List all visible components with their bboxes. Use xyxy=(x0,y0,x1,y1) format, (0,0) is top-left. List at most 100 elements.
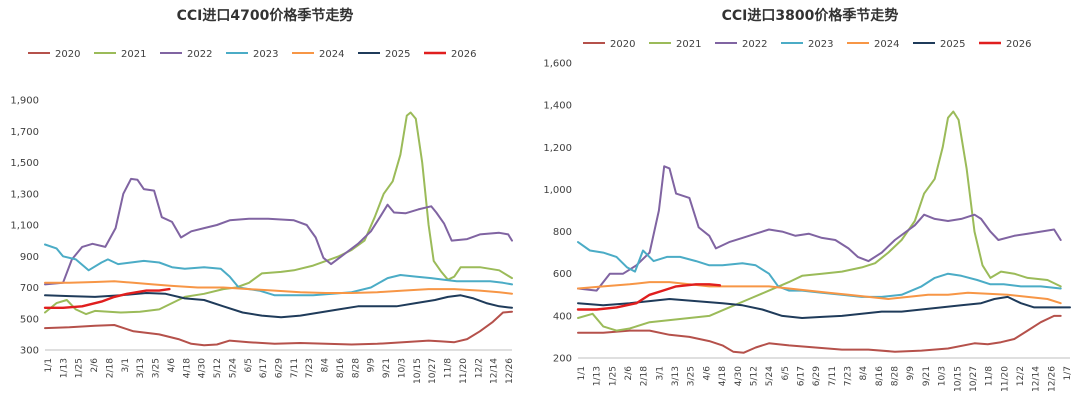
x-tick-label: 5/24 xyxy=(765,366,775,386)
x-tick-label: 6/17 xyxy=(796,366,806,386)
x-tick-label: 8/4 xyxy=(859,366,869,381)
x-tick-label: 12/26 xyxy=(1047,366,1057,392)
x-tick-label: 11/20 xyxy=(1000,366,1010,392)
x-tick-label: 3/1 xyxy=(121,358,131,372)
x-tick-label: 11/8 xyxy=(985,366,995,386)
legend-label-2020: 2020 xyxy=(55,49,80,60)
x-tick-label: 1/25 xyxy=(608,366,618,386)
x-tick-label: 8/4 xyxy=(321,358,331,373)
series-line-2026 xyxy=(43,287,171,309)
x-tick-label: 1/7 xyxy=(1063,366,1073,380)
x-tick-label: 1/13 xyxy=(59,358,69,378)
x-tick-label: 2/18 xyxy=(105,358,115,378)
x-tick-label: 1/13 xyxy=(593,366,603,386)
y-tick-label: 400 xyxy=(553,311,572,322)
x-tick-label: 2/6 xyxy=(90,358,100,373)
chart-left-title: CCI进口4700价格季节走势 xyxy=(177,7,354,24)
x-tick-label: 8/16 xyxy=(875,366,885,386)
series-line-2024 xyxy=(44,280,513,295)
y-tick-label: 800 xyxy=(553,227,572,238)
y-tick-label: 1,900 xyxy=(10,96,39,107)
x-tick-label: 12/26 xyxy=(505,358,515,384)
x-tick-label: 4/18 xyxy=(182,358,192,378)
x-tick-label: 4/30 xyxy=(198,358,208,378)
legend-label-2021: 2021 xyxy=(121,49,146,60)
x-tick-label: 10/27 xyxy=(969,366,979,392)
x-tick-label: 8/28 xyxy=(351,358,361,378)
chart-right-panel: CCI进口3800价格季节走势 2020 2021 2022 2023 2024 2025… xyxy=(540,0,1080,401)
legend-label-2025: 2025 xyxy=(385,49,410,60)
x-tick-label: 7/11 xyxy=(290,358,300,378)
x-tick-label: 4/6 xyxy=(702,366,712,381)
x-tick-label: 1/1 xyxy=(44,358,54,372)
y-tick-label: 1,100 xyxy=(10,221,39,232)
series-line-2026 xyxy=(576,283,722,311)
x-tick-label: 6/29 xyxy=(275,358,285,378)
x-tick-label: 10/3 xyxy=(938,366,948,386)
x-tick-label: 2/6 xyxy=(624,366,634,381)
x-tick-label: 11/8 xyxy=(444,358,454,378)
x-tick-label: 8/28 xyxy=(891,366,901,386)
legend-label-2026: 2026 xyxy=(1006,39,1031,50)
legend-label-2023: 2023 xyxy=(808,39,833,50)
x-tick-label: 10/27 xyxy=(428,358,438,384)
legend-label-2026: 2026 xyxy=(451,49,476,60)
legend-label-2024: 2024 xyxy=(319,49,344,60)
chart-right-title: CCI进口3800价格季节走势 xyxy=(722,7,899,24)
series-line-2024 xyxy=(577,281,1062,305)
legend-label-2023: 2023 xyxy=(253,49,278,60)
x-tick-label: 4/6 xyxy=(167,358,177,373)
x-tick-label: 6/5 xyxy=(244,358,254,372)
x-tick-label: 1/1 xyxy=(577,366,587,380)
x-tick-label: 12/14 xyxy=(1032,366,1042,392)
x-tick-label: 7/23 xyxy=(305,358,315,378)
y-tick-label: 1,400 xyxy=(543,101,572,112)
x-tick-label: 12/2 xyxy=(1016,366,1026,386)
x-tick-label: 7/23 xyxy=(844,366,854,386)
x-tick-label: 6/29 xyxy=(812,366,822,386)
x-tick-label: 6/5 xyxy=(781,366,791,380)
x-tick-label: 3/13 xyxy=(671,366,681,386)
x-tick-label: 10/15 xyxy=(413,358,423,384)
series-line-2021 xyxy=(577,110,1062,332)
x-tick-label: 9/21 xyxy=(922,366,932,386)
y-tick-label: 1,700 xyxy=(10,127,39,138)
x-tick-label: 3/25 xyxy=(687,366,697,386)
y-tick-label: 300 xyxy=(20,346,39,357)
x-tick-label: 10/15 xyxy=(953,366,963,392)
y-tick-label: 200 xyxy=(553,354,572,365)
legend-label-2020: 2020 xyxy=(610,39,635,50)
y-tick-label: 1,600 xyxy=(543,59,572,70)
x-tick-label: 10/3 xyxy=(397,358,407,378)
x-tick-label: 12/2 xyxy=(474,358,484,378)
legend-label-2022: 2022 xyxy=(742,39,767,50)
series-line-2022 xyxy=(577,165,1062,292)
series-line-2021 xyxy=(44,111,513,316)
x-tick-label: 7/11 xyxy=(828,366,838,386)
series-line-2022 xyxy=(44,177,513,286)
x-tick-label: 6/17 xyxy=(259,358,269,378)
series-line-2025 xyxy=(577,295,1071,319)
x-tick-label: 3/13 xyxy=(136,358,146,378)
x-tick-label: 9/9 xyxy=(906,366,916,381)
y-tick-label: 1,300 xyxy=(10,189,39,200)
legend-label-2022: 2022 xyxy=(187,49,212,60)
x-tick-label: 5/12 xyxy=(749,366,759,386)
legend-label-2021: 2021 xyxy=(676,39,701,50)
y-tick-label: 1,000 xyxy=(543,185,572,196)
x-tick-label: 12/14 xyxy=(490,358,500,384)
y-tick-label: 1,200 xyxy=(543,143,572,154)
chart-left-panel: CCI进口4700价格季节走势 2020 2021 2022 2023 2024 2025… xyxy=(0,0,540,401)
x-tick-label: 9/21 xyxy=(382,358,392,378)
legend-label-2025: 2025 xyxy=(940,39,965,50)
y-tick-label: 1,500 xyxy=(10,158,39,169)
y-tick-label: 600 xyxy=(553,269,572,280)
x-tick-label: 5/24 xyxy=(228,358,238,378)
y-tick-label: 700 xyxy=(20,283,39,294)
series-line-2020 xyxy=(577,314,1062,354)
x-tick-label: 8/16 xyxy=(336,358,346,378)
x-tick-label: 4/30 xyxy=(734,366,744,386)
x-tick-label: 3/25 xyxy=(152,358,162,378)
x-tick-label: 5/12 xyxy=(213,358,223,378)
chart-right: CCI进口3800价格季节走势 2020 2021 2022 2023 2024 2025… xyxy=(543,7,1073,392)
